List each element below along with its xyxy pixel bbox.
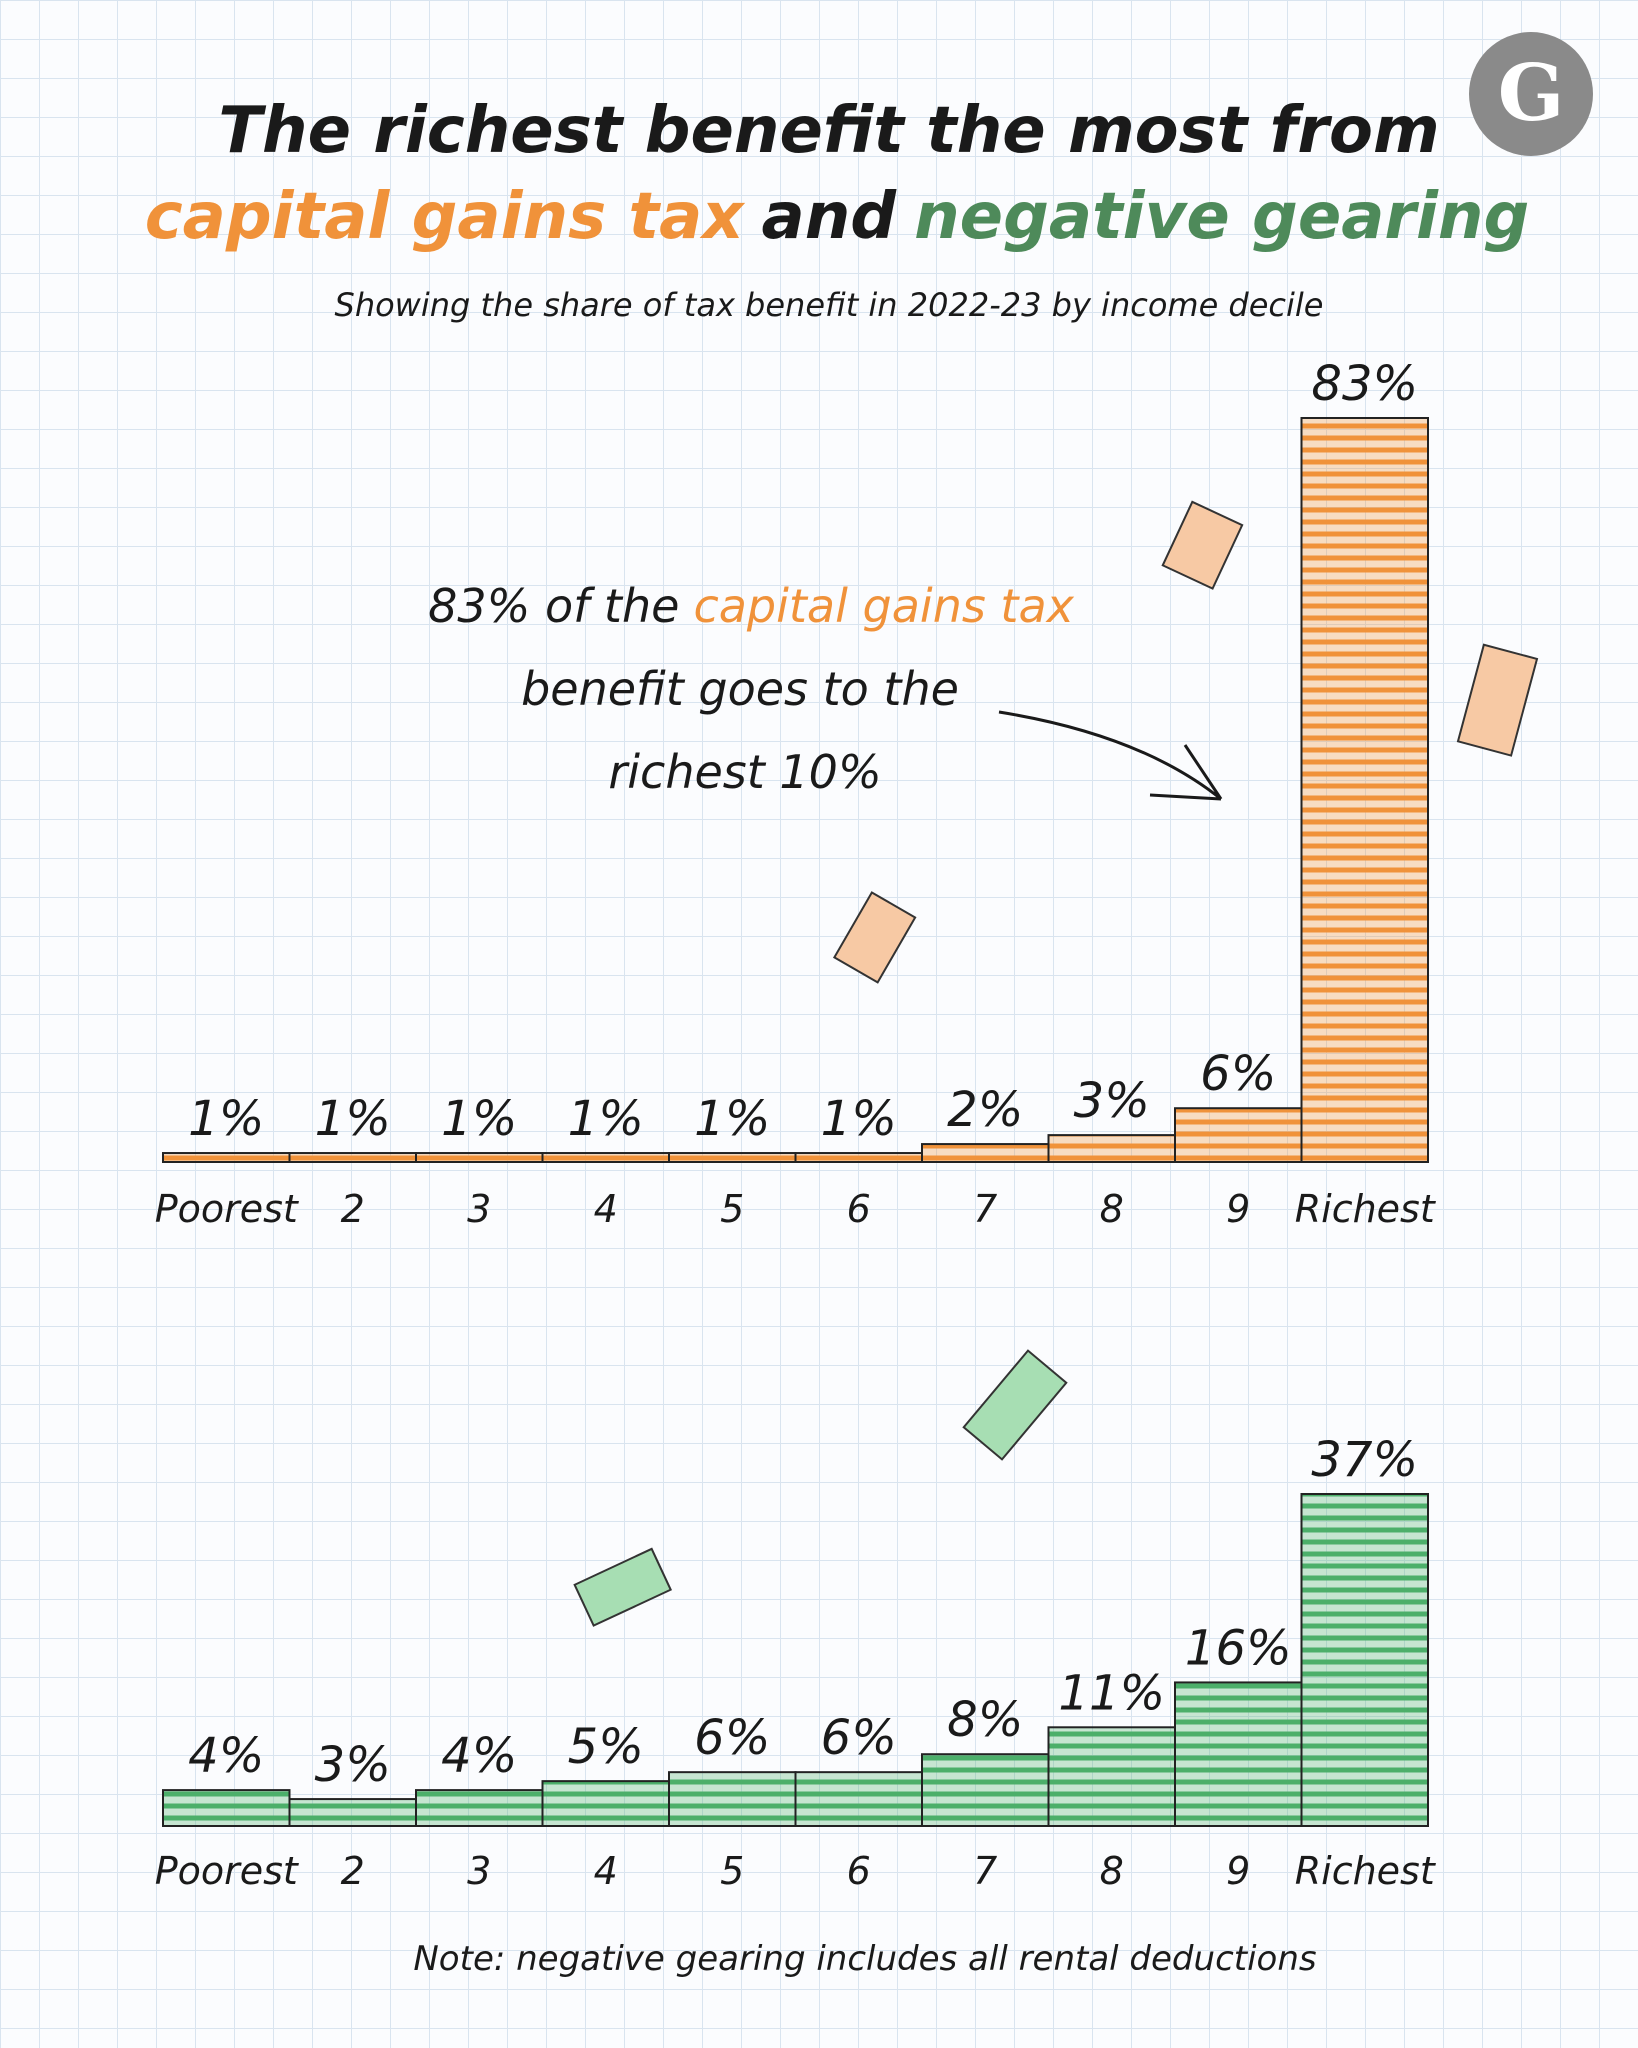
title-highlight: capital gains tax [145,180,746,254]
money-icon [962,1349,1068,1461]
bar [921,1753,1050,1827]
category-label: 9 [1226,1187,1250,1231]
value-label: 3% [1074,1073,1150,1129]
bar [1300,417,1429,1163]
value-label: 5% [568,1719,644,1775]
bar [415,1152,544,1163]
category-label: 6 [847,1187,871,1231]
category-label: Poorest [155,1187,300,1231]
annotation-line: 83% of the capital gains tax [428,579,1075,633]
category-label: 8 [1100,1849,1124,1893]
category-label: 8 [1100,1187,1124,1231]
category-label: 3 [467,1187,491,1231]
annotation-text: 83% of the [428,579,679,633]
category-label: 4 [594,1187,618,1231]
title-highlight: negative gearing [914,180,1529,254]
logo: G [1498,48,1565,139]
value-label: 1% [441,1091,517,1147]
bar [794,1152,923,1163]
annotation-arrow [998,710,1223,801]
value-label: 1% [315,1091,391,1147]
money-icon [1456,643,1539,757]
category-label: 7 [973,1187,997,1231]
money-icon [832,891,917,984]
bar [1174,1107,1303,1164]
bar [541,1780,670,1827]
category-label: Richest [1295,1849,1437,1893]
value-label: 3% [315,1737,391,1793]
category-label: 4 [594,1849,618,1893]
category-label: 2 [341,1849,365,1893]
value-label: 1% [568,1091,644,1147]
title-text: and [762,180,898,254]
category-label: 7 [973,1849,997,1893]
value-label: 8% [947,1692,1023,1748]
category-label: 2 [341,1187,365,1231]
value-label: 4% [441,1728,517,1784]
value-label: 4% [188,1728,264,1784]
bar [541,1152,670,1163]
annotation-highlight: capital gains tax [693,579,1074,633]
bar [162,1789,291,1828]
bar [668,1771,797,1827]
bar [1174,1681,1303,1827]
bar [288,1152,417,1163]
money-icon [1161,500,1244,590]
subtitle: Showing the share of tax benefit in 2022… [335,286,1324,324]
title-text: The richest benefit the most from [218,94,1439,168]
value-label: 1% [188,1091,264,1147]
bar [1047,1726,1176,1827]
annotation-line: richest 10% [608,745,881,799]
value-label: 11% [1058,1665,1165,1721]
note: Note: negative gearing includes all rent… [413,1939,1316,1979]
value-label: 83% [1311,356,1418,412]
value-label: 1% [821,1091,897,1147]
value-label: 1% [694,1091,770,1147]
bar [1300,1493,1429,1827]
title-line2: capital gains tax and negative gearing [145,180,1530,254]
value-label: 16% [1185,1620,1292,1676]
decorations [573,500,1539,1627]
value-label: 37% [1311,1432,1418,1488]
annotation: 83% of the capital gains tax benefit goes… [428,579,1075,799]
category-label: 5 [720,1187,744,1231]
bar [415,1789,544,1828]
category-label: 3 [467,1849,491,1893]
bar [921,1143,1050,1163]
category-label: Richest [1295,1187,1437,1231]
money-icon [573,1547,673,1627]
bar [1047,1134,1176,1163]
bar [794,1771,923,1827]
category-label: Poorest [155,1849,300,1893]
logo-circle [1469,32,1593,156]
category-label: 6 [847,1849,871,1893]
bar [668,1152,797,1163]
bar [162,1152,291,1163]
value-label: 2% [947,1082,1023,1138]
bar [288,1798,417,1827]
annotation-line: benefit goes to the [521,662,959,716]
value-label: 6% [694,1710,770,1766]
title-line1: The richest benefit the most from [218,94,1439,168]
value-label: 6% [821,1710,897,1766]
value-label: 6% [1200,1046,1276,1102]
category-label: 9 [1226,1849,1250,1893]
category-label: 5 [720,1849,744,1893]
